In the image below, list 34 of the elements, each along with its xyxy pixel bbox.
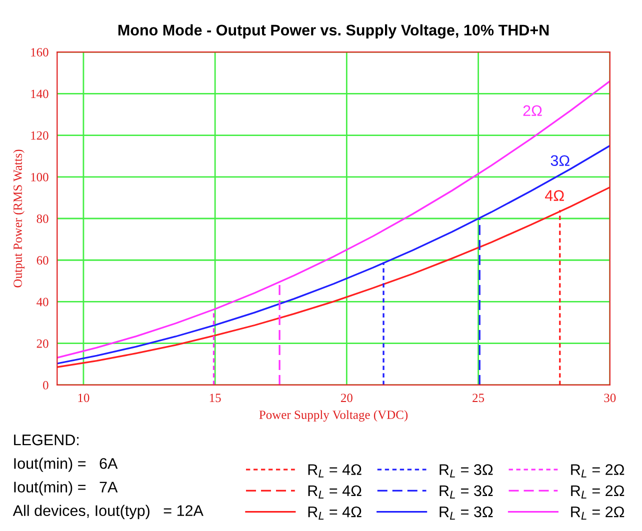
legend-label: R$_{L}$ = 2Ω [571, 464, 624, 478]
x-tick-label: 15 [210, 394, 221, 402]
y-tick-label: 80 [36, 214, 48, 223]
legend-label: R$_{L}$ = 4Ω [308, 485, 362, 498]
annotation: 2Ω [523, 105, 542, 116]
line-series [57, 80, 610, 359]
x-tick-label: 20 [340, 394, 352, 402]
annotation: 3Ω [550, 155, 570, 166]
chart-title: Mono Mode - Output Power vs. Supply Voltage, 10% THD+N [118, 24, 549, 39]
y-tick-label: 100 [31, 172, 48, 182]
y-tick-label: 0 [43, 381, 48, 390]
y-tick-label: 60 [36, 256, 48, 265]
legend-label: R$_{L}$ = 3Ω [440, 506, 493, 520]
legend-label: R$_{L}$ = 3Ω [440, 485, 493, 498]
text: Iout(min) = 6A [14, 458, 118, 472]
y-tick-label: 120 [31, 131, 48, 140]
x-axis-title: Power Supply Voltage (VDC) [259, 410, 408, 422]
annotation: 4Ω [545, 190, 564, 201]
y-tick-label: 140 [31, 90, 48, 98]
text: Iout(min) = 7A [14, 481, 118, 496]
y-tick-label: 20 [36, 339, 48, 348]
legend-label: R$_{L}$ = 4Ω [308, 506, 362, 520]
y-tick-label: 160 [31, 48, 48, 56]
legend-label: R$_{L}$ = 3Ω [440, 464, 493, 478]
x-tick-label: 30 [604, 394, 616, 402]
x-tick-label: 10 [78, 394, 90, 402]
x-tick-label: 25 [472, 394, 484, 402]
text: All devices, Iout(typ) = 12A [12, 504, 204, 520]
legend-label: R$_{L}$ = 4Ω [308, 464, 362, 478]
y-tick-label: 40 [36, 298, 48, 306]
legend-label: R$_{L}$ = 2Ω [571, 506, 624, 520]
legend-label: R$_{L}$ = 2Ω [571, 485, 624, 498]
y-axis-title: Output Power (RMS Watts) [13, 150, 24, 288]
text: LEGEND: [14, 434, 79, 446]
